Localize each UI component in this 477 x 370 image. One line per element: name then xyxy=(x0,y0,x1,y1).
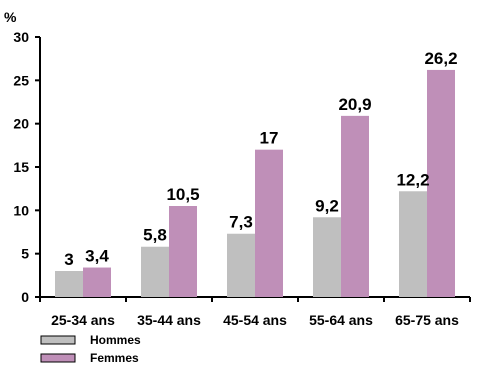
data-label-hommes: 9,2 xyxy=(315,196,339,215)
bar-femmes xyxy=(169,206,197,297)
bars xyxy=(55,69,455,297)
y-tick-label: 20 xyxy=(13,116,29,132)
legend-swatch-hommes xyxy=(40,335,76,345)
x-axis: 25-34 ans 35-44 ans 45-54 ans 55-64 ans 65-7… xyxy=(39,296,471,328)
y-axis-unit-label: % xyxy=(4,9,17,25)
x-category-label: 35-44 ans xyxy=(137,312,201,328)
y-tick-label: 15 xyxy=(13,159,29,175)
legend: Hommes Femmes xyxy=(40,333,141,365)
x-category-label: 65-75 ans xyxy=(395,312,459,328)
bar-femmes xyxy=(341,115,369,297)
y-tick-label: 0 xyxy=(21,289,29,305)
bar-hommes xyxy=(141,246,169,297)
bar-hommes xyxy=(55,271,83,297)
bar-femmes xyxy=(255,149,283,297)
y-tick-label: 25 xyxy=(13,72,29,88)
legend-swatch-femmes xyxy=(40,353,76,363)
legend-label-hommes: Hommes xyxy=(90,333,141,347)
x-category-label: 55-64 ans xyxy=(309,312,373,328)
bar-hommes xyxy=(399,191,427,297)
data-label-femmes: 26,2 xyxy=(424,49,457,68)
bar-hommes xyxy=(313,217,341,297)
data-label-hommes: 12,2 xyxy=(396,170,429,189)
data-label-femmes: 17 xyxy=(260,129,279,148)
data-label-hommes: 3 xyxy=(64,250,73,269)
bar-femmes xyxy=(83,267,111,297)
y-axis: 0 5 10 15 20 25 30 xyxy=(13,29,41,305)
y-tick-label: 10 xyxy=(13,202,29,218)
x-category-label: 25-34 ans xyxy=(51,312,115,328)
data-label-femmes: 10,5 xyxy=(166,185,199,204)
legend-label-femmes: Femmes xyxy=(90,351,139,365)
value-labels: 3 3,4 5,8 10,5 7,3 17 9,2 20,9 12,2 26,2 xyxy=(64,49,457,269)
data-label-hommes: 5,8 xyxy=(143,226,167,245)
y-tick-label: 30 xyxy=(13,29,29,45)
y-tick-label: 5 xyxy=(21,246,29,262)
data-label-femmes: 20,9 xyxy=(338,95,371,114)
bar-hommes xyxy=(227,233,255,297)
data-label-hommes: 7,3 xyxy=(229,213,253,232)
bar-femmes xyxy=(427,69,455,297)
data-label-femmes: 3,4 xyxy=(85,247,109,266)
x-category-label: 45-54 ans xyxy=(223,312,287,328)
